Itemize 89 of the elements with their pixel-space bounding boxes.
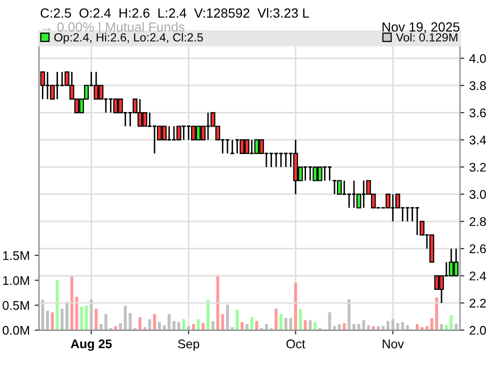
bar — [100, 324, 102, 330]
y-tick-label: 3.6 — [470, 108, 486, 118]
bar — [80, 306, 84, 330]
y2-tick-label: 0.5M — [2, 301, 29, 310]
x-tick-label: Sep — [178, 339, 200, 351]
legend-label: Op:2.4, Hi:2.6, Lo:2.4, Cl:2.5 — [54, 32, 203, 44]
candlestick — [176, 126, 182, 140]
candlestick — [356, 194, 362, 208]
bar — [245, 324, 248, 330]
bar — [367, 325, 370, 330]
bar — [391, 319, 394, 330]
bar — [255, 321, 258, 330]
bar — [280, 314, 282, 330]
annotation: Nov 19, 2025 — [382, 22, 460, 34]
bar — [206, 300, 210, 330]
bar — [119, 323, 122, 330]
candlestick — [40, 71, 46, 100]
chart-title: C:2.5 O:2.4 H:2.6 L:2.4 V:128592 Vl:3.23 L — [40, 8, 309, 18]
bar — [153, 314, 156, 330]
bar — [192, 324, 195, 330]
bar — [226, 304, 229, 330]
candlestick — [351, 180, 357, 208]
candlestick — [224, 139, 230, 154]
bar — [46, 310, 49, 330]
y-tick-label: 3.0 — [470, 190, 486, 199]
y-tick-label: 3.8 — [470, 81, 486, 90]
bar — [172, 321, 176, 330]
bar — [104, 314, 108, 330]
bar — [274, 308, 278, 330]
bar — [444, 325, 448, 330]
bar — [177, 322, 180, 330]
x-tick-label: Oct — [286, 339, 306, 348]
x-tick-label: Aug 25 — [70, 339, 112, 351]
y2-tick-label: 0.0M — [2, 326, 29, 335]
bar — [294, 282, 298, 330]
candlestick — [336, 180, 342, 195]
bar — [264, 324, 268, 330]
bar — [454, 324, 458, 330]
x-tick-label: Nov — [382, 340, 404, 348]
bar — [240, 322, 244, 330]
y-tick-label: 2.0 — [470, 326, 486, 335]
y-tick-label: 2.2 — [470, 298, 486, 308]
candlestick — [346, 194, 352, 208]
bar — [211, 321, 214, 330]
bar — [250, 317, 254, 330]
bar — [348, 299, 351, 330]
candlestick — [278, 152, 284, 168]
bar — [138, 317, 142, 330]
candlestick — [410, 207, 415, 222]
y-tick-label: 4.0 — [469, 54, 486, 63]
bar — [284, 318, 288, 330]
candlestick — [230, 139, 235, 154]
bar — [338, 324, 341, 330]
y-tick-label: 3.4 — [470, 136, 486, 144]
bar — [221, 314, 224, 330]
bar — [50, 312, 54, 330]
y2-tick-label: 1.5M — [3, 251, 29, 260]
bar — [168, 314, 171, 330]
bar — [440, 324, 443, 330]
candlestick — [274, 152, 279, 168]
bar — [304, 320, 307, 330]
y-tick-label: 3.2 — [470, 162, 486, 172]
bar — [352, 324, 356, 330]
bar — [406, 325, 409, 330]
y-tick-label: 2.6 — [470, 244, 486, 254]
bar — [435, 297, 438, 330]
bar — [298, 309, 302, 330]
bar — [158, 322, 161, 330]
y-tick-label: 2.4 — [470, 272, 486, 280]
y2-tick-label: 1.0M — [3, 276, 29, 285]
bar — [41, 300, 44, 330]
bar — [386, 321, 390, 330]
bar — [328, 312, 332, 330]
y-tick-label: 2.8 — [470, 217, 486, 226]
bar — [60, 308, 64, 330]
candlestick — [404, 207, 410, 222]
candlestick — [395, 194, 400, 208]
bar — [196, 319, 200, 330]
bar — [66, 302, 68, 330]
bar — [202, 323, 205, 330]
bar — [314, 322, 317, 330]
legend-label: Vol: 0.129M — [396, 32, 458, 42]
bar — [94, 308, 98, 330]
bar — [401, 322, 404, 330]
candlestick — [283, 152, 288, 168]
candlestick — [268, 152, 274, 168]
bar — [84, 306, 88, 330]
bar — [308, 320, 312, 330]
bar — [416, 324, 419, 330]
